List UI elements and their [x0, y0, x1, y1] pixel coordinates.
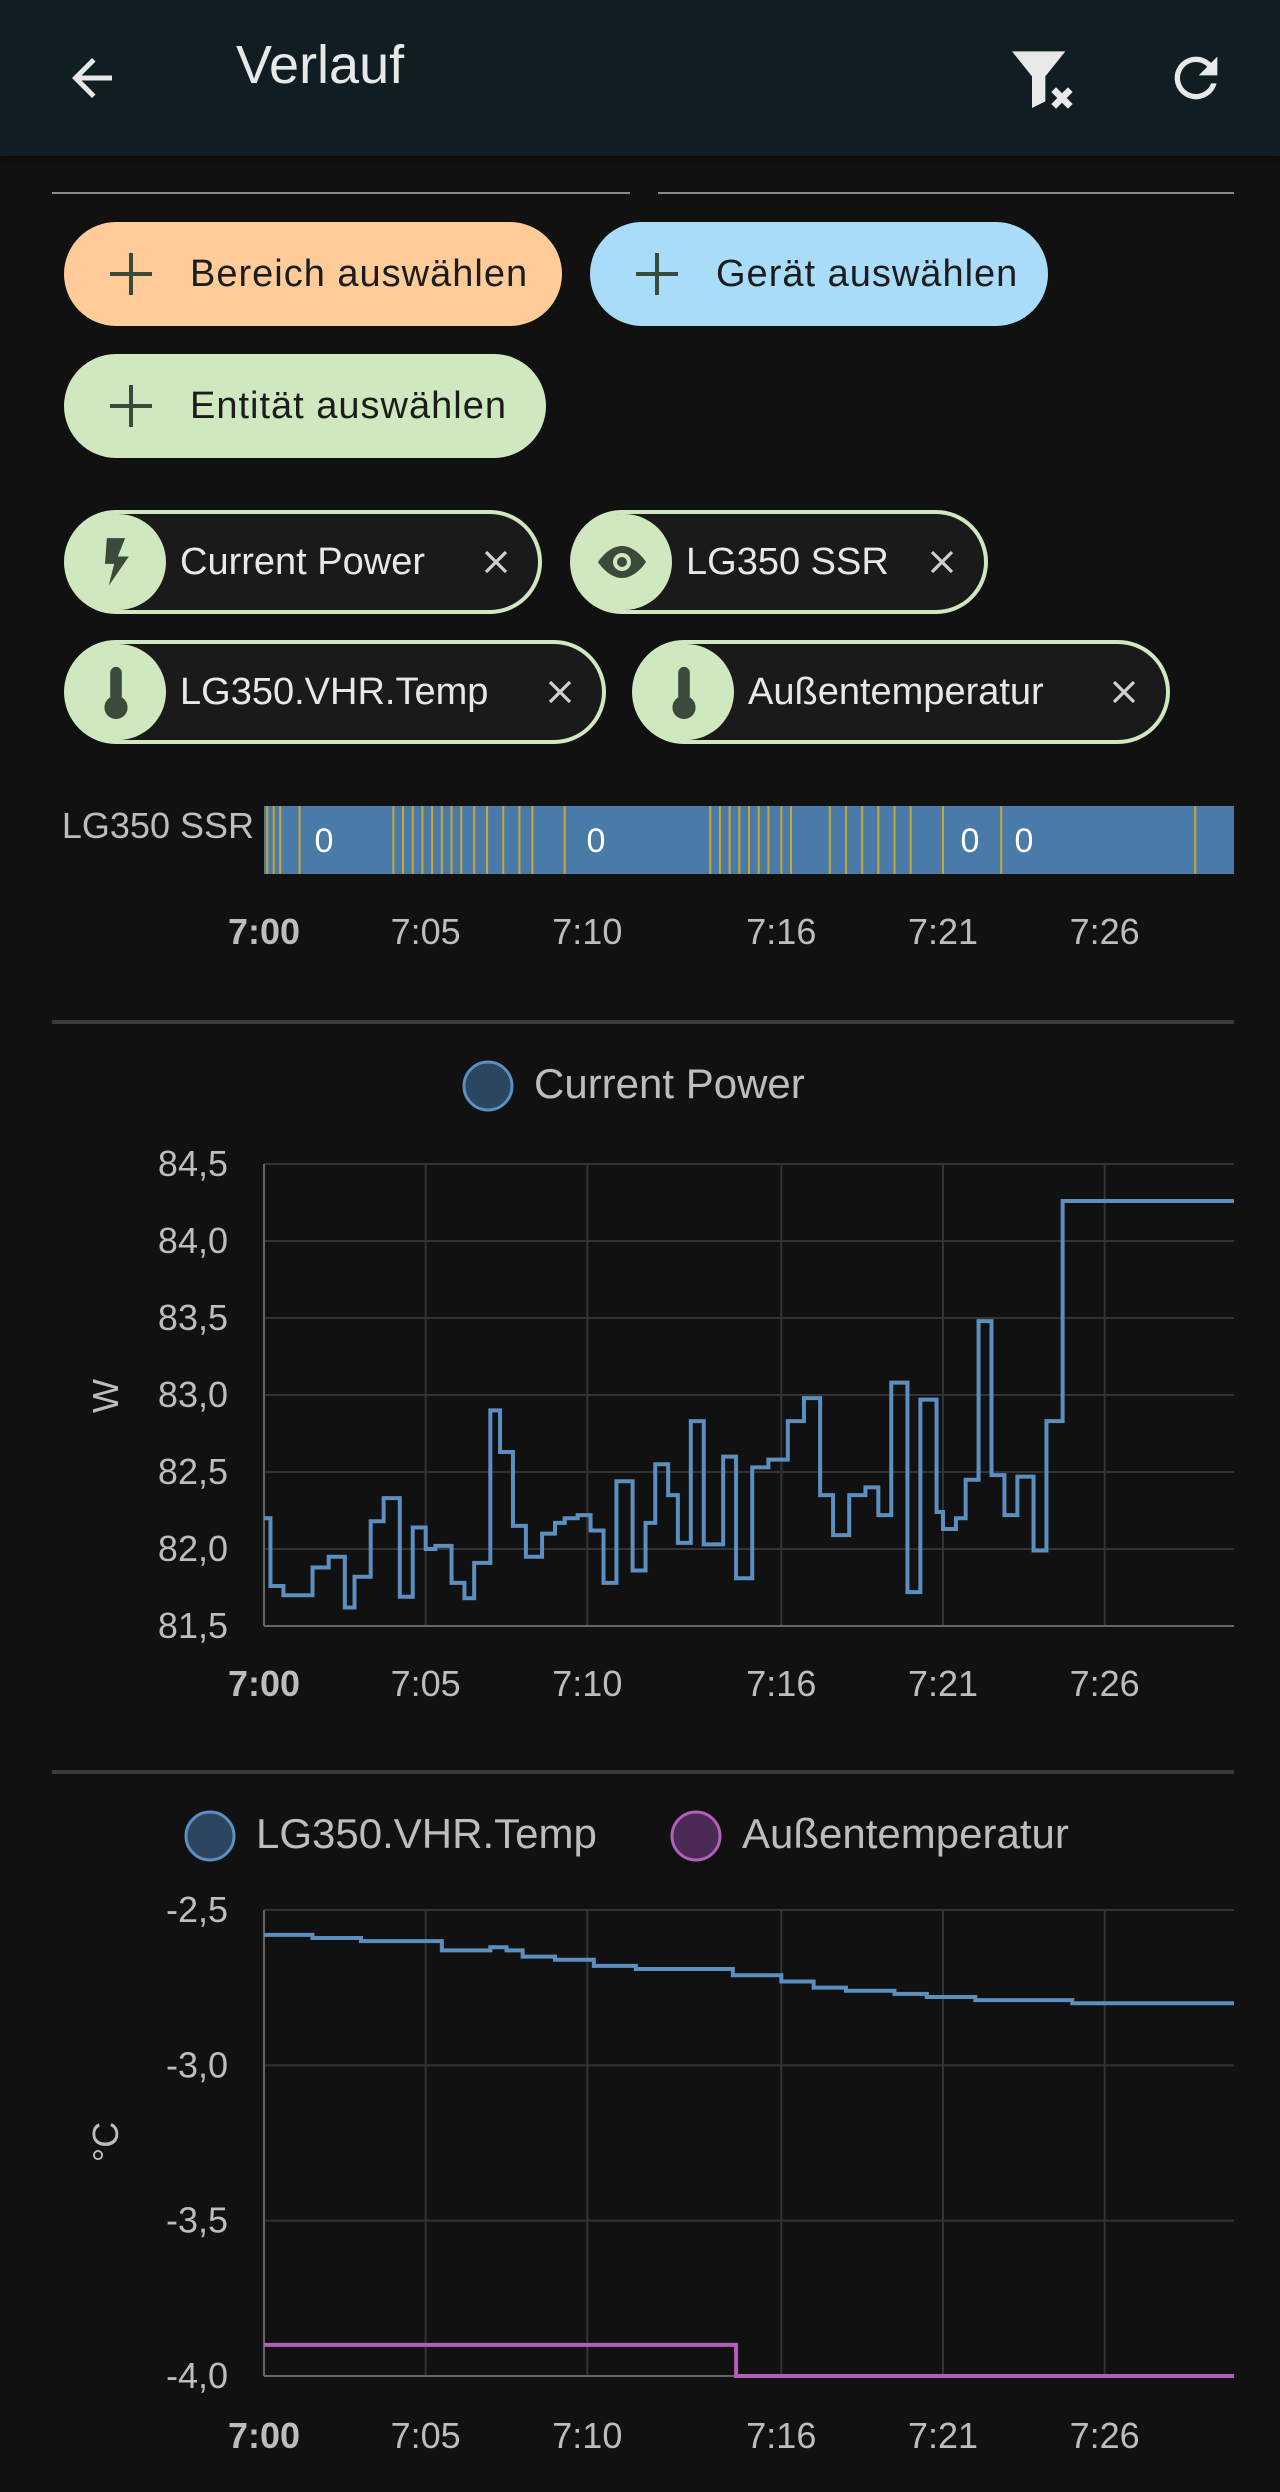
chip-aussentemperatur[interactable]: Außentemperatur — [632, 640, 1170, 744]
y-tick-label: 84,0 — [158, 1220, 228, 1261]
chart-grid — [263, 1163, 1234, 1627]
x-tick-label: 7:10 — [552, 1663, 622, 1704]
x-tick-label: 7:26 — [1070, 1663, 1140, 1704]
y-tick-label: -2,5 — [166, 1889, 228, 1930]
section-divider — [52, 1020, 1234, 1024]
back-button[interactable] — [42, 28, 142, 128]
x-tick-label: 7:21 — [908, 2415, 978, 2456]
legend-item[interactable]: LG350.VHR.Temp — [184, 1810, 597, 1862]
start-date-field[interactable] — [52, 192, 630, 194]
series-line-current-power — [264, 1198, 1234, 1610]
chip-lg350-ssr[interactable]: LG350 SSR — [570, 510, 988, 614]
y-axis: -2,5 -3,0 -3,5 -4,0 — [166, 1889, 228, 2396]
x-tick-label: 7:00 — [228, 911, 300, 952]
x-tick-label: 7:05 — [391, 2415, 461, 2456]
timeline-row-label: LG350 SSR — [62, 805, 254, 846]
arrow-left-icon — [72, 58, 112, 98]
filter-remove-icon — [1012, 51, 1073, 109]
legend-marker — [184, 1810, 236, 1862]
x-tick-label: 7:05 — [391, 911, 461, 952]
timeline-segment-label: 0 — [587, 822, 606, 860]
plus-icon — [108, 251, 154, 297]
legend-label: LG350.VHR.Temp — [256, 1810, 597, 1857]
series-line-aussentemperatur — [264, 2342, 1234, 2378]
chip-label: LG350.VHR.Temp — [180, 670, 489, 713]
timeline-x-axis: 7:00 7:05 7:10 7:16 7:21 7:26 — [228, 911, 1140, 952]
thermometer-icon — [634, 644, 734, 740]
y-tick-label: 82,5 — [158, 1451, 228, 1492]
select-device-button[interactable]: Gerät auswählen — [590, 222, 1048, 326]
y-tick-label: -4,0 — [166, 2355, 228, 2396]
select-device-label: Gerät auswählen — [716, 252, 1019, 295]
x-axis: 7:00 7:05 7:10 7:16 7:21 7:26 — [228, 1663, 1140, 1704]
y-axis: 84,5 84,0 83,5 83,0 82,5 82,0 81,5 — [158, 1143, 228, 1646]
close-icon[interactable] — [540, 672, 580, 712]
chip-current-power[interactable]: Current Power — [64, 510, 542, 614]
x-tick-label: 7:10 — [552, 2415, 622, 2456]
timeline-segment-label: 0 — [1015, 822, 1034, 860]
legend-marker — [462, 1060, 514, 1112]
x-tick-label: 7:05 — [391, 1663, 461, 1704]
y-tick-label: -3,5 — [166, 2200, 228, 2241]
x-tick-label: 7:21 — [908, 1663, 978, 1704]
y-axis-label: °C — [85, 2122, 126, 2162]
close-icon[interactable] — [476, 542, 516, 582]
refresh-icon — [1174, 56, 1218, 100]
y-tick-label: 83,0 — [158, 1374, 228, 1415]
series-line-lg350-vhr-temp — [264, 1932, 1234, 2006]
close-icon[interactable] — [1104, 672, 1144, 712]
end-date-field[interactable] — [658, 192, 1234, 194]
x-tick-label: 7:16 — [746, 911, 816, 952]
y-tick-label: 84,5 — [158, 1143, 228, 1184]
legend-item[interactable]: Außentemperatur — [670, 1810, 1069, 1862]
legend-marker — [670, 1810, 722, 1862]
lightning-icon — [66, 514, 166, 610]
clear-filter-button[interactable] — [992, 28, 1092, 128]
y-tick-label: -3,0 — [166, 2044, 228, 2085]
legend-label: Außentemperatur — [742, 1810, 1069, 1857]
chart-grid — [263, 1909, 1234, 2377]
x-tick-label: 7:10 — [552, 911, 622, 952]
x-tick-label: 7:26 — [1070, 2415, 1140, 2456]
x-tick-label: 7:00 — [228, 1663, 300, 1704]
select-entity-button[interactable]: Entität auswählen — [64, 354, 546, 458]
legend-item[interactable]: Current Power — [462, 1060, 805, 1112]
select-area-button[interactable]: Bereich auswählen — [64, 222, 562, 326]
x-tick-label: 7:26 — [1070, 911, 1140, 952]
x-tick-label: 7:16 — [746, 2415, 816, 2456]
chip-label: Current Power — [180, 540, 425, 583]
timeline-segment-label: 0 — [315, 822, 334, 860]
thermometer-icon — [66, 644, 166, 740]
section-divider — [52, 1770, 1234, 1774]
plus-icon — [108, 383, 154, 429]
eye-icon — [572, 514, 672, 610]
y-tick-label: 83,5 — [158, 1297, 228, 1338]
legend-label: Current Power — [534, 1060, 805, 1107]
timeline-segment-label: 0 — [961, 822, 980, 860]
refresh-button[interactable] — [1146, 28, 1246, 128]
chip-lg350-vhr-temp[interactable]: LG350.VHR.Temp — [64, 640, 606, 744]
app-bar: Verlauf — [0, 0, 1280, 156]
current-power-chart: Current Power W 84,5 84,0 83,5 83,0 82,5 82,0… — [85, 1060, 1234, 1704]
x-tick-label: 7:21 — [908, 911, 978, 952]
page-title: Verlauf — [236, 35, 405, 95]
x-axis: 7:00 7:05 7:10 7:16 7:21 7:26 — [228, 2415, 1140, 2456]
y-tick-label: 81,5 — [158, 1605, 228, 1646]
x-tick-label: 7:00 — [228, 2415, 300, 2456]
x-tick-label: 7:16 — [746, 1663, 816, 1704]
y-axis-label: W — [85, 1379, 126, 1413]
temperature-chart: LG350.VHR.Temp Außentemperatur °C -2,5 -3… — [85, 1810, 1234, 2456]
plus-icon — [634, 251, 680, 297]
chip-label: Außentemperatur — [748, 670, 1044, 713]
timeline-markers — [266, 806, 1197, 874]
y-tick-label: 82,0 — [158, 1528, 228, 1569]
chip-label: LG350 SSR — [686, 540, 889, 583]
close-icon[interactable] — [922, 542, 962, 582]
timeline-chart: LG350 SSR 0 0 0 0 7:00 7:05 7:10 7:16 7:21 7:… — [62, 805, 1234, 952]
select-area-label: Bereich auswählen — [190, 252, 529, 295]
select-entity-label: Entität auswählen — [190, 384, 507, 427]
